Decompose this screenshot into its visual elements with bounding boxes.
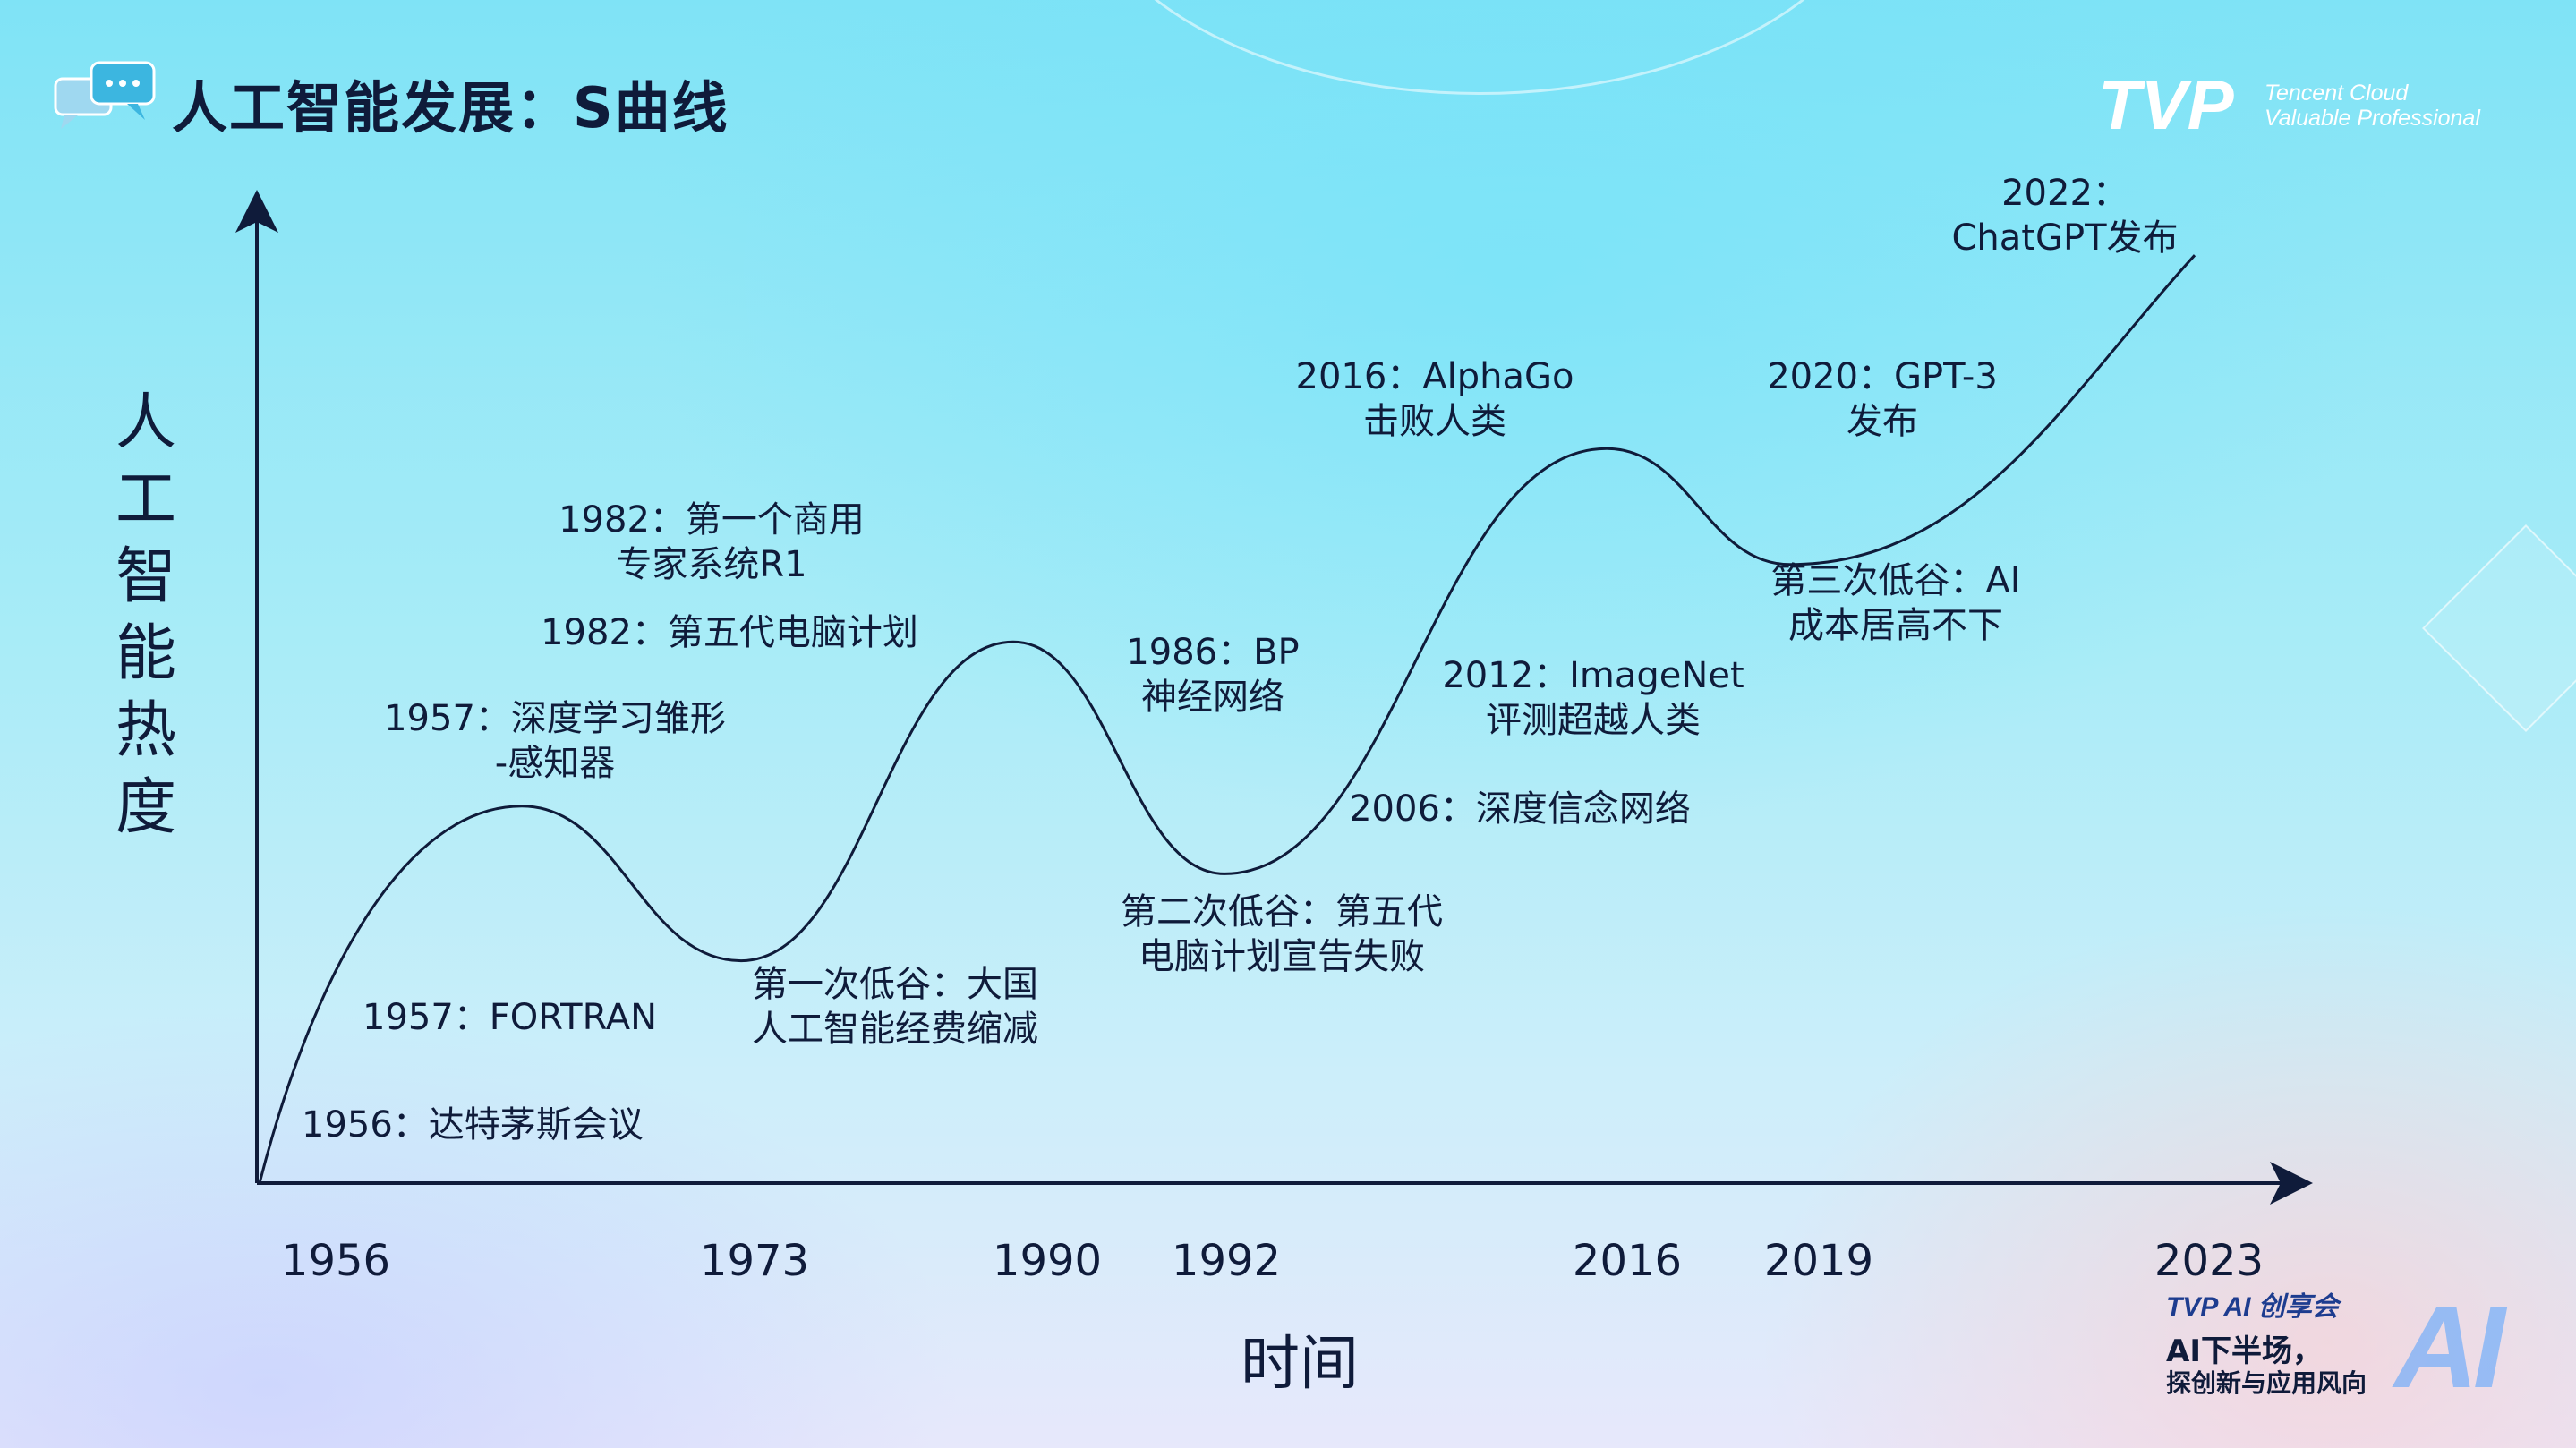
milestone-annotation-line: 神经网络: [1141, 677, 1284, 718]
milestone-annotation-line: 1957：深度学习雏形: [384, 698, 726, 739]
x-tick-label-2019: 2019: [1764, 1236, 1873, 1286]
milestone-annotation-11: 2020：GPT-3 发布: [1767, 356, 1998, 442]
tvp-logo: TVP: [2098, 70, 2235, 141]
milestone-annotation-line: 2012：ImageNet: [1442, 655, 1744, 696]
milestone-annotation-line: 2006：深度信念网络: [1349, 788, 1691, 830]
chat-bubbles-icon: [54, 61, 156, 129]
y-axis-label-char-2: 智: [115, 541, 176, 612]
milestone-annotation-9: 2012：ImageNet 评测超越人类: [1442, 655, 1744, 741]
milestone-annotation-7: 第二次低谷：第五代电脑计划宣告失败: [1121, 891, 1443, 977]
milestone-annotation-line: 第三次低谷：AI: [1770, 560, 2020, 601]
milestone-annotation-line: 评测超越人类: [1486, 700, 1701, 741]
y-axis-label-char-3: 能: [115, 618, 176, 689]
milestone-annotation-1: 1957：FORTRAN: [363, 997, 657, 1038]
logo-subtitle-line2: Valuable Professional: [2265, 106, 2480, 131]
milestone-annotation-line: 1986：BP: [1126, 632, 1299, 673]
milestone-annotation-10: 2016：AlphaGo 击败人类: [1296, 356, 1574, 442]
event-ai-emblem: AI: [2394, 1282, 2505, 1412]
event-tagline-1: AI下半场，: [2166, 1333, 2323, 1369]
x-tick-label-1956: 1956: [281, 1236, 390, 1286]
milestone-annotation-4: 1982：第一个商用专家系统R1: [559, 499, 865, 585]
x-tick-label-1990: 1990: [993, 1236, 1102, 1286]
milestone-annotation-line: 1956：达特茅斯会议: [302, 1104, 644, 1146]
milestone-annotation-line: 成本居高不下: [1788, 605, 2003, 646]
milestone-annotation-line: ChatGPT发布: [1951, 217, 2178, 259]
y-axis-label-char-0: 人: [115, 388, 176, 458]
milestone-annotation-3: 第一次低谷：大国人工智能经费缩减: [752, 964, 1038, 1050]
x-tick-label-1973: 1973: [700, 1236, 809, 1286]
milestone-annotation-line: 2016：AlphaGo: [1296, 356, 1574, 397]
x-axis-label: 时间: [1241, 1329, 1359, 1398]
milestone-annotation-line: 专家系统R1: [616, 544, 806, 585]
milestone-annotation-line: 1982：第五代电脑计划: [541, 612, 918, 653]
event-tagline-2: 探创新与应用风向: [2166, 1368, 2367, 1398]
milestone-annotation-line: 2020：GPT-3: [1767, 356, 1998, 397]
milestone-annotation-5: 1982：第五代电脑计划: [541, 612, 918, 653]
x-tick-label-2023: 2023: [2154, 1236, 2264, 1286]
heat-s-curve: [258, 254, 2196, 1184]
milestone-annotation-line: 1957：FORTRAN: [363, 997, 657, 1038]
milestone-annotation-13: 2022： ChatGPT发布: [1951, 173, 2178, 259]
y-axis-label-char-4: 热: [115, 695, 176, 766]
milestone-annotation-line: 第一次低谷：大国: [752, 964, 1038, 1005]
svg-text:TVP: TVP: [2098, 70, 2235, 141]
x-tick-label-2016: 2016: [1573, 1236, 1682, 1286]
milestone-annotation-8: 2006：深度信念网络: [1349, 788, 1691, 830]
x-tick-label-1992: 1992: [1172, 1236, 1281, 1286]
milestone-annotation-line: -感知器: [495, 743, 615, 784]
milestone-annotation-2: 1957：深度学习雏形-感知器: [384, 698, 726, 784]
milestone-annotation-6: 1986：BP 神经网络: [1126, 632, 1299, 718]
milestone-annotation-line: 击败人类: [1363, 401, 1506, 442]
milestone-annotation-line: 第二次低谷：第五代: [1121, 891, 1443, 933]
milestone-annotation-line: 2022：: [2001, 173, 2128, 214]
milestone-annotation-line: 人工智能经费缩减: [752, 1009, 1038, 1050]
milestone-annotation-12: 第三次低谷：AI 成本居高不下: [1770, 560, 2020, 646]
y-axis-label-char-5: 度: [115, 772, 176, 843]
milestone-annotation-0: 1956：达特茅斯会议: [302, 1104, 644, 1146]
milestone-annotation-line: 电脑计划宣告失败: [1139, 936, 1425, 977]
logo-subtitle-line1: Tencent Cloud: [2265, 81, 2409, 106]
logo-subtitle: Tencent Cloud Valuable Professional: [2265, 81, 2480, 131]
event-brand: TVP AI 创享会: [2166, 1292, 2339, 1322]
y-axis-label: 人工智能热度: [106, 385, 186, 847]
milestone-annotation-line: 1982：第一个商用: [559, 499, 865, 541]
milestone-annotation-line: 发布: [1847, 401, 1918, 442]
slide-title: 人工智能发展：S曲线: [172, 75, 729, 141]
y-axis-label-char-1: 工: [115, 464, 176, 535]
